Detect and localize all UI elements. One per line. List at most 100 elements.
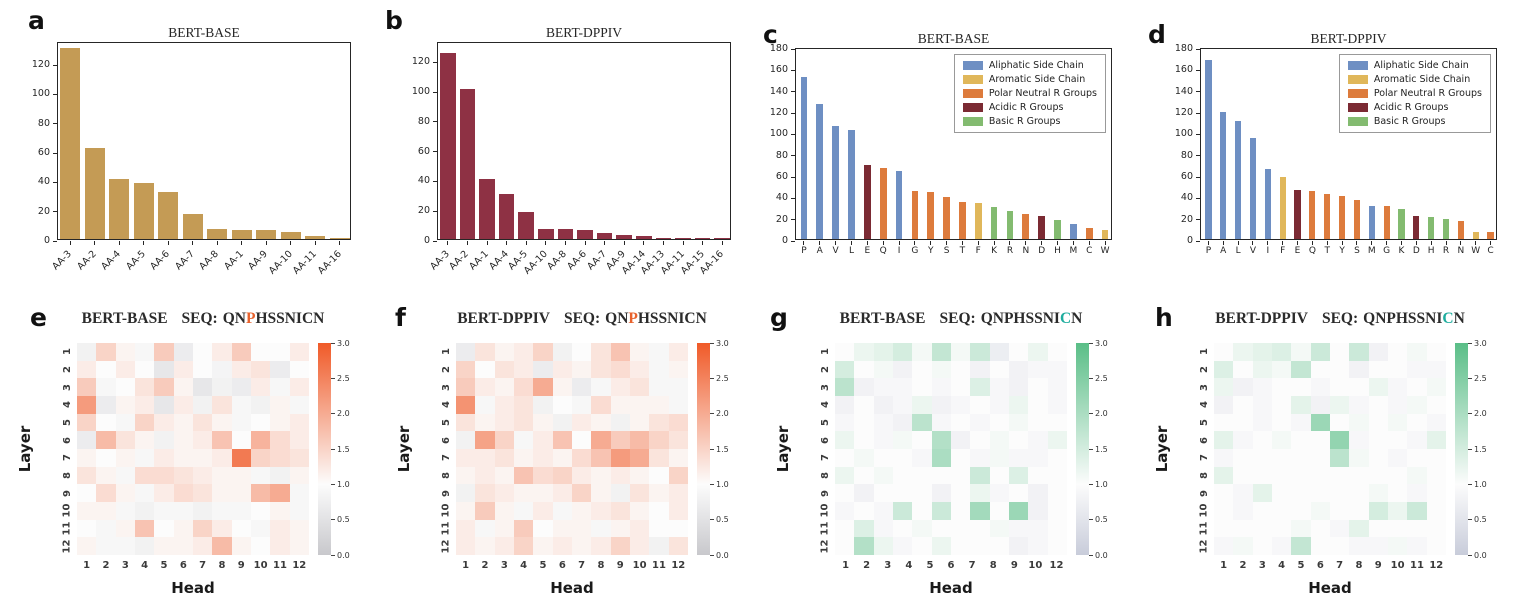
- heatmap-cell: [1368, 537, 1388, 555]
- x-tick-mark: [314, 241, 316, 245]
- heatmap-cell: [1349, 343, 1369, 361]
- bar: [616, 234, 633, 239]
- colorbar-tick-mark: [1089, 483, 1093, 485]
- heatmap-cell: [1028, 431, 1048, 449]
- heatmap-cell: [475, 360, 495, 379]
- heatmap-cell: [1330, 501, 1350, 520]
- colorbar-tick-mark: [710, 448, 714, 450]
- x-tick-label: 11: [1409, 560, 1424, 571]
- x-tick-label: N: [1022, 246, 1030, 256]
- colorbar-tick-mark: [331, 377, 335, 379]
- heatmap-cell: [96, 448, 116, 467]
- heatmap-cell: [1388, 501, 1408, 520]
- heatmap-cell: [289, 519, 309, 538]
- heatmap-cell: [251, 431, 271, 449]
- heatmap-cell: [231, 484, 251, 502]
- colorbar-tick-mark: [1468, 483, 1472, 485]
- colorbar-tick-mark: [1089, 554, 1093, 556]
- heatmap-cell: [1388, 431, 1408, 449]
- y-tick-label: 60: [37, 147, 50, 158]
- heatmap-cell: [931, 537, 951, 555]
- heatmap-cell: [591, 448, 611, 467]
- heatmap-cell: [893, 343, 913, 361]
- bar: [60, 48, 81, 239]
- y-tick-label: 8: [819, 472, 831, 480]
- heatmap-cell: [1310, 537, 1330, 555]
- panel-g: g BERT-BASE SEQ: QNPHSSNICN 1 2 3 4 5 6 7 8 9 10 11 1…: [758, 295, 1137, 613]
- heatmap-cell: [251, 537, 271, 555]
- x-tick-mark: [564, 241, 566, 245]
- heatmap-cell: [591, 431, 611, 449]
- heatmap-cell: [1252, 431, 1272, 449]
- y-tick-label: 80: [417, 115, 430, 127]
- heatmap-cell: [494, 343, 514, 361]
- heatmap-cell: [1310, 378, 1330, 396]
- heatmap-cell: [1009, 360, 1029, 379]
- x-tick-mark: [584, 241, 586, 245]
- heatmap-cell: [630, 343, 650, 361]
- heatmap-cell: [931, 378, 951, 396]
- legend-label: Aliphatic Side Chain: [1373, 60, 1469, 71]
- heatmap-cell: [231, 519, 251, 538]
- heatmap-cell: [970, 413, 990, 432]
- heatmap-cell: [1047, 501, 1067, 520]
- x-tick-mark: [1237, 241, 1239, 245]
- chart-title: BERT-DPPIV SEQ: QNPHSSNICN: [1215, 310, 1465, 328]
- heatmap-cell: [212, 519, 232, 538]
- heatmap-cell: [951, 431, 971, 449]
- heatmap-cell: [494, 484, 514, 502]
- bar: [109, 178, 130, 239]
- colorbar-tick-label: 1.5: [1095, 444, 1108, 454]
- x-tick-mark: [662, 241, 664, 245]
- heatmap-cell: [173, 431, 193, 449]
- heatmap-cell: [212, 343, 232, 361]
- heatmap-cell: [572, 519, 592, 538]
- heatmap-cell: [591, 484, 611, 502]
- heatmap-cell: [456, 360, 476, 379]
- heatmap-cell: [1310, 501, 1330, 520]
- heatmap-cell: [456, 501, 476, 520]
- heatmap-cell: [591, 378, 611, 396]
- heatmap-cell: [533, 378, 553, 396]
- heatmap-cell: [231, 413, 251, 432]
- heatmap-cell: [1310, 484, 1330, 502]
- heatmap-cell: [514, 343, 534, 361]
- heatmap-cell: [1028, 360, 1048, 379]
- seq-suffix: N: [1071, 310, 1083, 327]
- colorbar-tick-mark: [331, 554, 335, 556]
- heatmap-cell: [475, 448, 495, 467]
- colorbar-tick-mark: [1468, 342, 1472, 344]
- heatmap-cell: [1388, 448, 1408, 467]
- colorbar-tick-label: 0.0: [1474, 550, 1487, 560]
- x-tick-mark: [1400, 241, 1402, 245]
- heatmap-cell: [1368, 448, 1388, 467]
- heatmap-cell: [154, 431, 174, 449]
- y-tick-label: 11: [1198, 521, 1210, 536]
- heatmap-cell: [475, 413, 495, 432]
- heatmap-grid: [835, 343, 1067, 555]
- y-tick-label: 120: [31, 59, 50, 70]
- heatmap-cell: [552, 501, 572, 520]
- heatmap-cell: [572, 484, 592, 502]
- heatmap-cell: [893, 466, 913, 485]
- x-tick-label: M: [1367, 246, 1376, 256]
- panel-h: h BERT-DPPIV SEQ: QNPHSSNICN 1 2 3 4 5 6 7 8 9 10 11…: [1137, 295, 1518, 613]
- x-tick-mark: [1460, 241, 1462, 245]
- colorbar-tick-label: 2.0: [337, 409, 350, 419]
- heatmap-cell: [1272, 378, 1292, 396]
- x-tick-mark: [835, 241, 837, 245]
- heatmap-cell: [630, 360, 650, 379]
- heatmap-cell: [1368, 343, 1388, 361]
- colorbar-tick-mark: [1468, 448, 1472, 450]
- x-tick-mark: [1207, 241, 1209, 245]
- heatmap-cell: [610, 378, 630, 396]
- legend: Aliphatic Side Chain Aromatic Side Chain P…: [1338, 54, 1491, 133]
- y-tick-label: 80: [1180, 149, 1193, 161]
- bar: [1054, 219, 1061, 239]
- heatmap-cell: [854, 466, 874, 485]
- y-tick-mark: [791, 155, 795, 157]
- panel-letter-d: d: [1148, 20, 1166, 49]
- heatmap-cell: [212, 413, 232, 432]
- seq-prefix: QN: [222, 310, 246, 327]
- x-tick-label: 9: [1010, 560, 1018, 571]
